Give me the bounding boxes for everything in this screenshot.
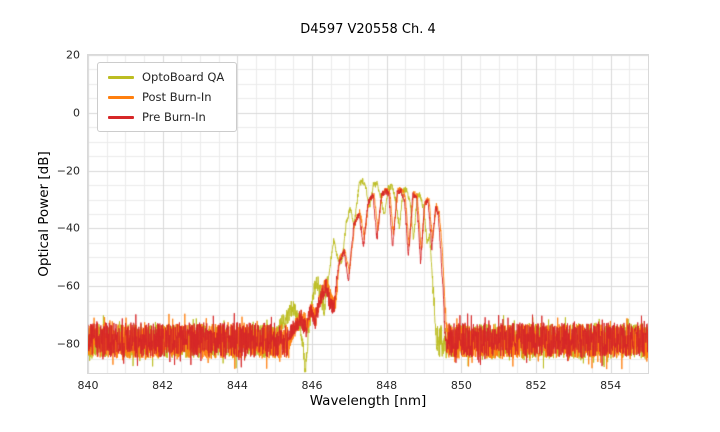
legend-label-post-burn-in: Post Burn-In bbox=[142, 90, 212, 104]
legend-item-pre-burn-in: Pre Burn-In bbox=[108, 110, 224, 124]
y-tick-label: 20 bbox=[66, 48, 80, 62]
y-tick-label: −60 bbox=[56, 279, 80, 293]
x-tick-label: 846 bbox=[301, 379, 323, 392]
x-tick-label: 844 bbox=[226, 379, 248, 392]
legend: OptoBoard QA Post Burn-In Pre Burn-In bbox=[97, 62, 238, 132]
x-tick-label: 854 bbox=[600, 379, 622, 392]
y-tick-label: 0 bbox=[73, 106, 80, 120]
y-tick-label: −80 bbox=[56, 337, 80, 351]
y-tick-label: −40 bbox=[56, 221, 80, 235]
legend-label-optoboard-qa: OptoBoard QA bbox=[142, 70, 225, 84]
x-tick-label: 850 bbox=[450, 379, 472, 392]
chart-title: D4597 V20558 Ch. 4 bbox=[300, 22, 436, 37]
legend-swatch-optoboard-qa bbox=[108, 75, 134, 79]
y-tick-label: −20 bbox=[56, 164, 80, 178]
x-tick-label: 840 bbox=[77, 379, 99, 392]
x-axis-label: Wavelength [nm] bbox=[309, 393, 427, 409]
legend-swatch-pre-burn-in bbox=[108, 115, 134, 119]
x-tick-label: 848 bbox=[376, 379, 398, 392]
legend-item-optoboard-qa: OptoBoard QA bbox=[108, 70, 224, 84]
legend-swatch-post-burn-in bbox=[108, 95, 134, 99]
x-tick-label: 842 bbox=[152, 379, 174, 392]
legend-item-post-burn-in: Post Burn-In bbox=[108, 90, 224, 104]
legend-label-pre-burn-in: Pre Burn-In bbox=[142, 110, 206, 124]
x-tick-label: 852 bbox=[525, 379, 547, 392]
